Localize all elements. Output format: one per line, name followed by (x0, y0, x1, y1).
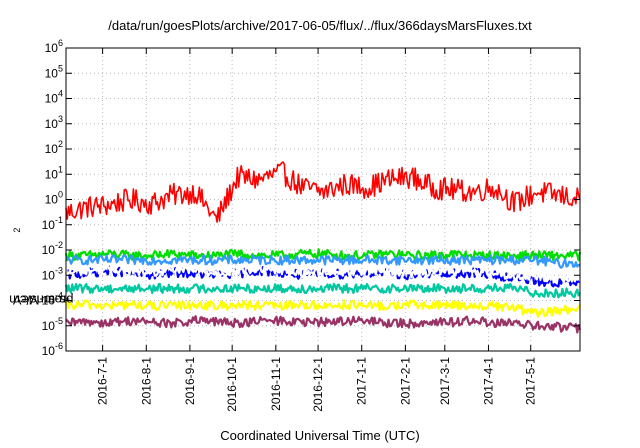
y-tick-labels: 10-6 10-5 10-4 10-3 10-2 10-1 100 101 102 103 104 1… (42, 38, 63, 358)
y-tick-label: 106 (45, 38, 63, 55)
series-layer (64, 161, 582, 334)
x-tick-label: 2017-1-1 (355, 357, 369, 405)
x-tick-label: 2016-7-1 (96, 357, 110, 405)
x-tick-label: 2017-2-1 (398, 357, 412, 405)
x-tick-label: 2016-10-1 (225, 357, 239, 412)
x-tick-label: 2016-9-1 (183, 357, 197, 405)
y-tick-label: 10-1 (42, 215, 63, 232)
y-axis-label: protons/cm 2 -s-sr-MeV (9, 227, 74, 308)
y-tick-label: 10-5 (42, 316, 63, 333)
x-tick-label: 2017-5-1 (524, 357, 538, 405)
y-tick-label: 10-3 (42, 265, 63, 282)
series-line (65, 254, 581, 269)
x-tick-label: 2016-11-1 (269, 357, 283, 411)
series-line (64, 282, 581, 299)
chart-title: /data/run/goesPlots/archive/2017-06-05/f… (108, 18, 532, 33)
y-tick-label: 100 (45, 190, 63, 207)
y-tick-label: 10-6 (42, 341, 63, 358)
y-tick-label: 105 (45, 63, 63, 80)
series-line (65, 315, 582, 334)
series-line (65, 161, 581, 223)
y-tick-label: 10-4 (42, 291, 63, 308)
y-tick-label: 102 (45, 139, 63, 156)
series-line (65, 299, 582, 318)
x-tick-label: 2017-4-1 (481, 357, 495, 405)
x-tick-label: 2016-12-1 (311, 357, 325, 412)
x-tick-labels: 2016-7-1 2016-8-1 2016-9-1 2016-10-1 2016-11… (96, 357, 538, 412)
series-line (64, 248, 582, 262)
y-tick-label: 101 (45, 164, 63, 181)
y-tick-label: 10-2 (42, 240, 63, 257)
x-tick-label: 2017-3-1 (438, 357, 452, 405)
tick-marks (66, 47, 580, 352)
x-axis-label: Coordinated Universal Time (UTC) (220, 428, 420, 443)
series-line (64, 263, 582, 284)
y-tick-label: 103 (45, 114, 63, 131)
x-tick-label: 2016-8-1 (139, 357, 153, 405)
y-tick-label: 104 (45, 89, 63, 106)
